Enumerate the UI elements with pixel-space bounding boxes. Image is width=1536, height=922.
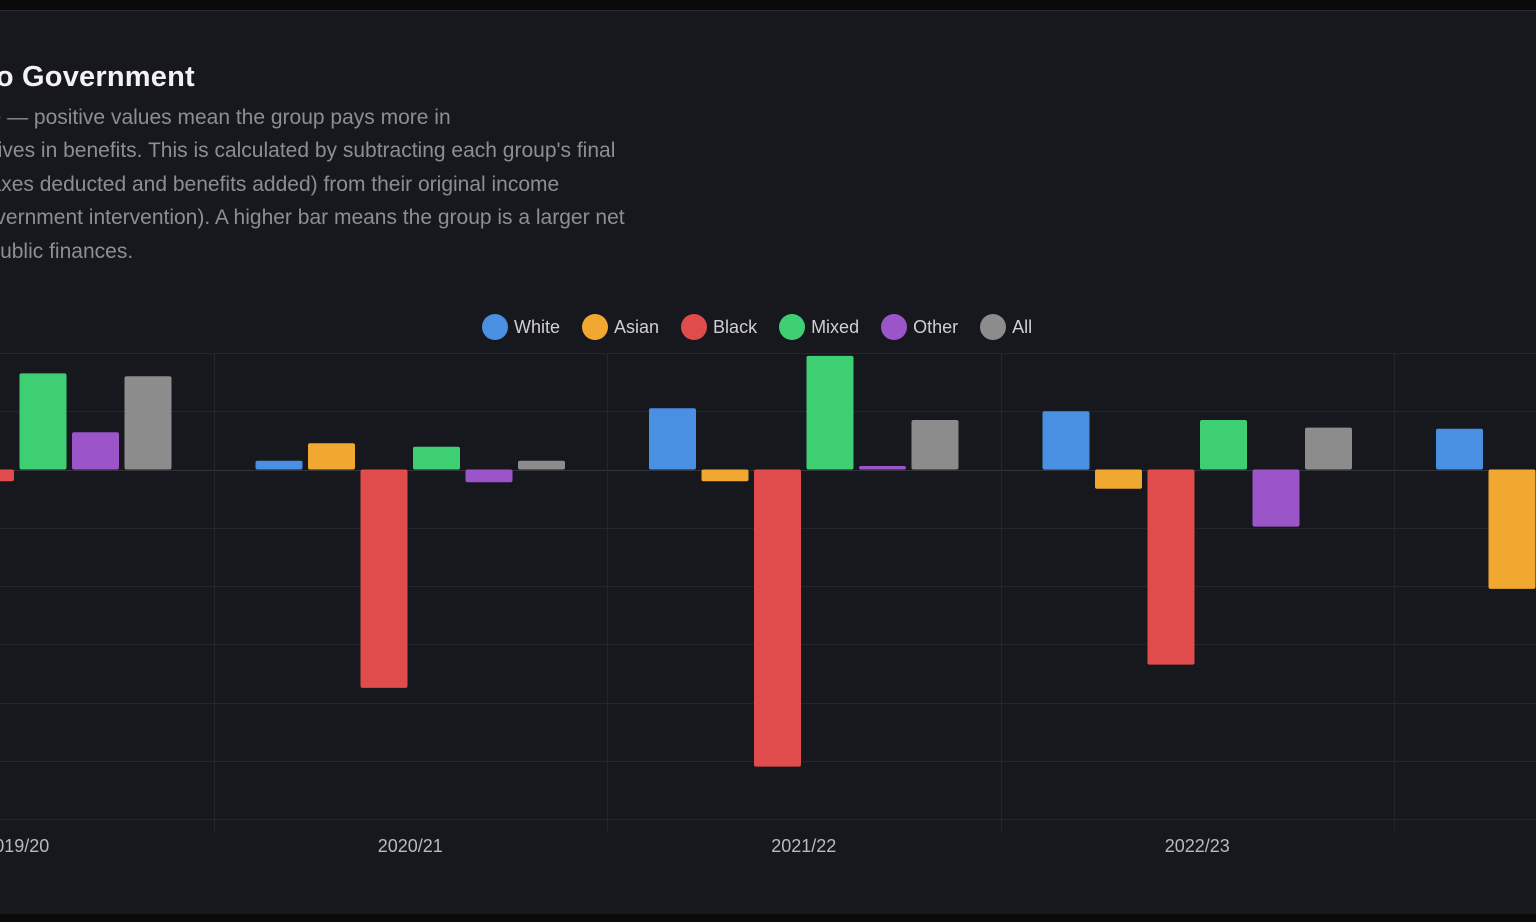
legend-swatch	[980, 314, 1007, 340]
description-line: original income — positive values mean t…	[0, 106, 451, 129]
bar-white-2023-24	[1436, 428, 1483, 470]
bar-black-2022-23	[1147, 469, 1195, 665]
legend-item-black[interactable]: Black	[681, 314, 757, 340]
bar-other-2020-21	[465, 469, 513, 483]
legend-item-mixed[interactable]: Mixed	[779, 314, 859, 340]
bar-all-2022-23	[1305, 427, 1352, 470]
top-window-edge	[0, 0, 1536, 11]
bar-asian-2021-22	[701, 469, 749, 482]
bottom-window-edge	[0, 914, 1536, 922]
bar-other-2021-22	[859, 466, 906, 470]
bar-mixed-2020-21	[413, 446, 460, 470]
bar-white-2021-22	[649, 408, 696, 470]
x-tick-label: 2019/20	[0, 836, 49, 856]
legend-item-all[interactable]: All	[980, 314, 1032, 340]
bar-black-2019-20	[0, 469, 14, 482]
bar-asian-2022-23	[1095, 469, 1142, 489]
chart-title: to Government	[0, 61, 195, 93]
bar-mixed-2022-23	[1200, 420, 1247, 470]
legend-item-white[interactable]: White	[482, 314, 560, 340]
legend-label: All	[1012, 316, 1033, 337]
description-line: (before any government intervention). A …	[0, 206, 625, 230]
x-tick-label: 2020/21	[378, 836, 443, 856]
bar-other-2022-23	[1252, 469, 1300, 527]
bar-black-2020-21	[360, 469, 408, 688]
legend-swatch	[482, 314, 508, 340]
bar-all-2019-20	[124, 376, 172, 470]
legend-label: Black	[713, 316, 758, 337]
bar-all-2021-22	[911, 420, 959, 470]
bar-white-2020-21	[255, 460, 303, 470]
legend-item-asian[interactable]: Asian	[582, 314, 659, 340]
legend-swatch	[779, 314, 806, 340]
description-line: tax than it receives in benefits. This i…	[0, 139, 616, 163]
bar-white-2022-23	[1042, 411, 1090, 470]
legend-swatch	[881, 314, 908, 340]
legend-swatch	[582, 314, 609, 340]
x-tick-label: 2022/23	[1165, 836, 1230, 856]
legend-label: Other	[913, 316, 959, 337]
bar-other-2019-20	[72, 432, 119, 470]
legend-label: Asian	[614, 316, 660, 337]
bar-series	[0, 355, 1536, 767]
legend-label: Mixed	[811, 316, 860, 337]
bar-all-2020-21	[518, 460, 565, 470]
bar-black-2021-22	[754, 469, 801, 767]
bar-mixed-2019-20	[19, 373, 67, 470]
bar-asian-2023-24	[1488, 469, 1536, 589]
bar-mixed-2021-22	[806, 355, 854, 470]
description-line: income (with taxes deducted and benefits…	[0, 172, 560, 196]
legend-label: White	[514, 316, 561, 337]
x-tick-label: 2021/22	[771, 836, 836, 856]
legend-item-other[interactable]: Other	[881, 314, 958, 340]
chart-legend: White Asian Black Mixed Other All	[482, 313, 1054, 341]
description-line: contributor to public finances.	[0, 239, 134, 263]
legend-swatch	[681, 314, 708, 340]
bar-asian-2020-21	[308, 443, 355, 470]
chart-description: original income — positive values mean t…	[0, 101, 640, 268]
